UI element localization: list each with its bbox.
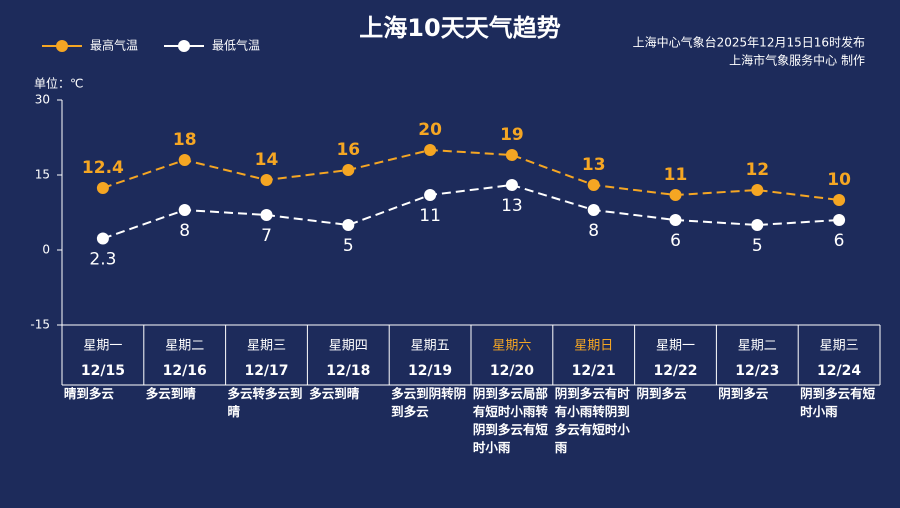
x-tick-label: 12/17 — [244, 363, 288, 379]
x-tick-label: 12/16 — [163, 363, 207, 379]
point — [751, 184, 764, 196]
y-tick-label: 15 — [35, 168, 50, 182]
data-label: 8 — [179, 221, 190, 241]
weekday-label: 星期二 — [165, 339, 204, 354]
legend-label: 最高气温 — [90, 38, 138, 53]
point — [178, 204, 191, 216]
point — [505, 149, 518, 161]
weather-description: 阴到多云 — [636, 386, 687, 401]
data-label: 14 — [255, 150, 279, 170]
data-label: 11 — [664, 165, 688, 185]
y-label: 单位：℃ — [34, 76, 83, 91]
point — [587, 179, 600, 191]
series-line — [102, 148, 840, 201]
weekday-label: 星期日 — [574, 339, 613, 354]
point — [424, 189, 437, 201]
data-label: 6 — [834, 231, 845, 251]
data-label: 13 — [582, 155, 606, 175]
data-label: 16 — [336, 140, 360, 160]
weather-description: 阴到多云有短时小雨 — [800, 386, 876, 419]
weather-description: 多云到晴 — [145, 386, 196, 401]
point — [96, 232, 109, 245]
data-label: 11 — [419, 206, 441, 226]
data-label: 7 — [261, 226, 272, 246]
data-label: 8 — [588, 221, 599, 241]
point — [833, 214, 846, 226]
point — [669, 214, 682, 226]
y-tick-label: 0 — [42, 243, 50, 257]
point — [96, 182, 109, 194]
x-tick-label: 12/18 — [326, 363, 370, 379]
point — [669, 189, 682, 201]
point — [178, 154, 191, 166]
point — [587, 204, 600, 216]
weather-description: 阴到多云 — [718, 386, 769, 401]
data-label: 2.3 — [89, 250, 116, 270]
weekday-label: 星期三 — [247, 339, 286, 354]
x-tick-label: 12/23 — [735, 363, 779, 379]
point — [342, 219, 355, 231]
x-tick-label: 12/24 — [817, 363, 861, 379]
weekday-label: 星期二 — [738, 339, 777, 354]
weather-description: 多云转多云到晴 — [227, 386, 303, 419]
data-label: 12 — [745, 160, 769, 180]
chart-title: 上海10天天气趋势 — [359, 14, 560, 42]
weekday-label: 星期三 — [820, 339, 859, 354]
weekday-label: 星期四 — [329, 339, 368, 354]
point — [342, 164, 355, 176]
source: 上海中心气象台2025年12月15日16时发布 — [633, 35, 865, 50]
data-label: 5 — [752, 236, 763, 256]
weather-description: 多云到晴 — [309, 386, 360, 401]
credit: 上海市气象服务中心 制作 — [729, 53, 865, 68]
data-label: 12.4 — [82, 158, 124, 178]
weather-description: 多云到阴转阴到多云 — [391, 386, 467, 419]
x-tick-label: 12/19 — [408, 363, 452, 379]
legend-label: 最低气温 — [212, 38, 260, 53]
weekday-label: 星期一 — [656, 339, 695, 354]
data-label: 6 — [670, 231, 681, 251]
y-tick-label: -15 — [30, 318, 50, 332]
weather-description: 阴到多云局部有短时小雨转阴到多云有短时小雨 — [472, 386, 548, 455]
x-tick-label: 12/15 — [81, 363, 125, 379]
data-label: 20 — [418, 120, 442, 140]
data-label: 5 — [343, 236, 354, 256]
point — [260, 209, 273, 221]
point — [424, 144, 437, 156]
data-label: 19 — [500, 125, 524, 145]
x-tick-label: 12/20 — [490, 363, 534, 379]
data-label: 13 — [501, 196, 523, 216]
point — [505, 179, 518, 191]
legend-marker — [178, 40, 190, 52]
point — [260, 174, 273, 186]
data-label: 10 — [827, 170, 851, 190]
weekday-label: 星期五 — [411, 339, 450, 354]
weather-description: 阴到多云有时有小雨转阴到多云有短时小雨 — [554, 386, 630, 455]
point — [751, 219, 764, 231]
weekday-label: 星期一 — [83, 339, 122, 354]
series-line — [102, 183, 840, 240]
weekday-label: 星期六 — [492, 339, 531, 354]
x-tick-label: 12/22 — [653, 363, 697, 379]
y-tick-label: 30 — [35, 93, 50, 107]
x-tick-label: 12/21 — [572, 363, 616, 379]
weather-description: 晴到多云 — [63, 386, 114, 401]
point — [833, 194, 846, 206]
legend-marker — [56, 40, 68, 52]
data-label: 18 — [173, 130, 197, 150]
